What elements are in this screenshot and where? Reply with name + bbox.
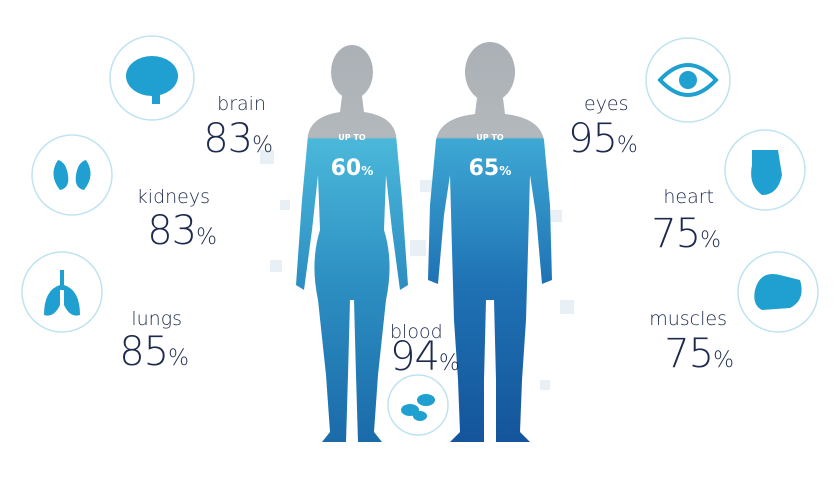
organ-value: 83% [203,116,272,162]
organ-name: eyes [584,93,629,115]
figure-value: 65% [469,156,512,181]
organ-name: muscles [649,308,727,330]
male-figure [428,42,552,442]
organ-icons [21,35,819,436]
organ-value: 85% [119,329,188,375]
organ-name: lungs [131,308,182,330]
organ-value: 95% [568,116,637,162]
female-figure [296,45,408,442]
figure-value: 60% [331,156,374,181]
figure-caption: UP TO [476,133,504,142]
organ-value: 75% [651,211,720,257]
organ-value: 83% [147,208,216,254]
organ-value: 75% [664,331,733,377]
background-dots [260,150,574,390]
organ-value: 94% [390,334,459,380]
icon-glyphs [44,56,802,421]
organ-name: blood [390,321,443,343]
organ-name: heart [663,186,714,208]
organ-name: kidneys [137,186,210,208]
figure-caption: UP TO [338,133,366,142]
organ-name: brain [217,93,266,115]
